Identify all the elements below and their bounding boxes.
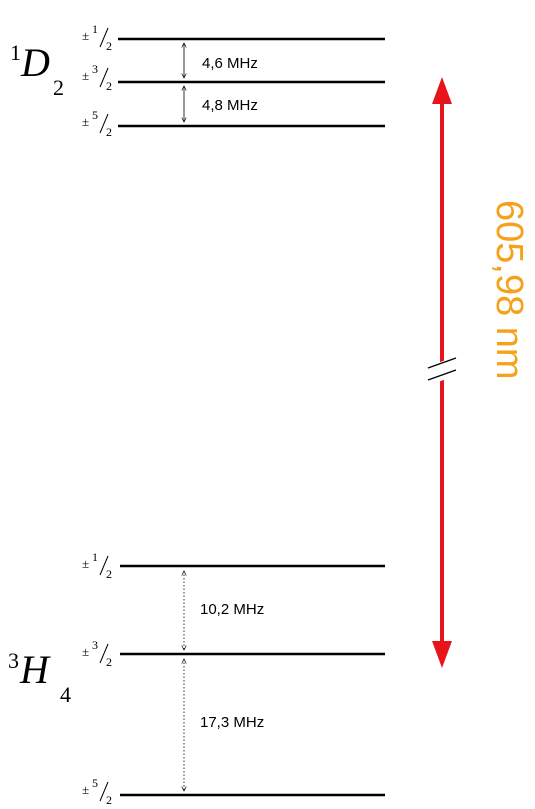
lower-level-2: ± 3 2 bbox=[82, 638, 385, 669]
fraction-slash bbox=[99, 27, 109, 48]
level-sign: ± bbox=[82, 782, 89, 797]
level-num: 1 bbox=[92, 550, 98, 564]
level-den: 2 bbox=[106, 655, 112, 669]
transition-arrowhead-up bbox=[432, 77, 452, 104]
level-sign: ± bbox=[82, 644, 89, 659]
level-num: 1 bbox=[92, 22, 98, 36]
optical-transition-arrow bbox=[425, 77, 459, 668]
lower-term-sup: 3 bbox=[8, 648, 19, 673]
axis-break-mark-1 bbox=[427, 357, 457, 369]
lower-term-letter: H bbox=[19, 647, 51, 692]
lower-level-3: ± 5 2 bbox=[82, 776, 385, 807]
upper-term-letter: D bbox=[20, 40, 50, 85]
lower-splitting-label-2: 17,3 MHz bbox=[200, 714, 264, 731]
fraction-slash bbox=[99, 643, 109, 664]
level-sign: ± bbox=[82, 556, 89, 571]
upper-term-symbol: 1 D 2 bbox=[10, 40, 64, 100]
upper-level-2: ± 3 2 bbox=[82, 62, 385, 93]
upper-term-sub: 2 bbox=[53, 75, 64, 100]
upper-splitting-label-1: 4,6 MHz bbox=[202, 55, 258, 72]
fraction-slash bbox=[99, 113, 109, 134]
level-sign: ± bbox=[82, 114, 89, 129]
level-num: 5 bbox=[92, 108, 98, 122]
lower-term-symbol: 3 H 4 bbox=[8, 647, 71, 707]
level-num: 3 bbox=[92, 62, 98, 76]
upper-splitting-label-2: 4,8 MHz bbox=[202, 97, 258, 114]
level-den: 2 bbox=[106, 125, 112, 139]
lower-splitting-label-1: 10,2 MHz bbox=[200, 601, 264, 618]
upper-level-3: ± 5 2 bbox=[82, 108, 385, 139]
level-num: 3 bbox=[92, 638, 98, 652]
lower-term-sub: 4 bbox=[60, 682, 71, 707]
fraction-slash bbox=[99, 781, 109, 802]
level-num: 5 bbox=[92, 776, 98, 790]
level-den: 2 bbox=[106, 79, 112, 93]
level-sign: ± bbox=[82, 68, 89, 83]
lower-level-1: ± 1 2 bbox=[82, 550, 385, 581]
axis-break-mark-2 bbox=[427, 369, 457, 381]
fraction-slash bbox=[99, 555, 109, 576]
level-den: 2 bbox=[106, 793, 112, 807]
transition-arrowhead-down bbox=[432, 641, 452, 668]
level-den: 2 bbox=[106, 39, 112, 53]
level-sign: ± bbox=[82, 28, 89, 43]
wavelength-label: 605,98 nm bbox=[488, 200, 530, 380]
upper-level-1: ± 1 2 bbox=[82, 22, 385, 53]
upper-term-sup: 1 bbox=[10, 40, 21, 65]
fraction-slash bbox=[99, 67, 109, 88]
level-den: 2 bbox=[106, 567, 112, 581]
